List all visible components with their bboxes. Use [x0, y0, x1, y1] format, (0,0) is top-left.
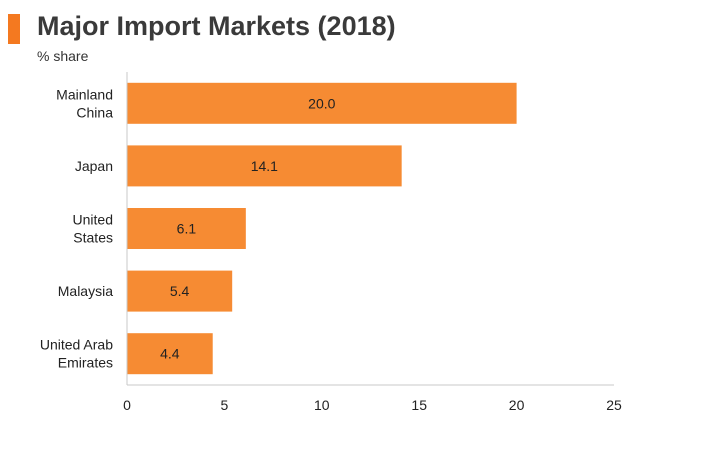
category-label-2: United States — [73, 212, 113, 246]
chart-subtitle: % share — [37, 48, 89, 64]
title-accent-bar — [8, 14, 20, 44]
category-label-1: Japan — [75, 158, 113, 174]
category-label-4: United Arab Emirates — [40, 337, 113, 371]
category-label-3-line-0: Malaysia — [58, 283, 113, 299]
x-tick-label-3: 15 — [411, 397, 427, 413]
bar-3 — [127, 270, 233, 312]
category-label-0-line-1: China — [76, 104, 113, 120]
category-label-4-line-1: Emirates — [58, 355, 113, 371]
x-tick-label-1: 5 — [221, 397, 229, 413]
category-label-4-line-0: United Arab — [40, 337, 113, 353]
value-labels-group: 20.0 14.1 6.1 5.4 4.4 — [160, 95, 336, 361]
value-label-0: 20.0 — [308, 95, 335, 111]
category-label-2-line-0: United — [73, 212, 113, 228]
value-label-2: 6.1 — [177, 221, 197, 237]
category-label-0-line-0: Mainland — [56, 86, 113, 102]
value-label-3: 5.4 — [170, 283, 190, 299]
bar-2 — [127, 208, 246, 249]
x-tick-label-4: 20 — [509, 397, 525, 413]
category-labels-group: Mainland China Japan United States Malaysia Un… — [40, 86, 113, 370]
category-label-2-line-1: States — [73, 230, 113, 246]
bars-group — [127, 82, 517, 375]
bar-1 — [127, 145, 402, 187]
x-tick-labels-group: 0 5 10 15 20 25 — [123, 397, 622, 413]
category-label-1-line-0: Japan — [75, 158, 113, 174]
value-label-1: 14.1 — [251, 158, 278, 174]
category-label-0: Mainland China — [56, 86, 113, 120]
chart-title: Major Import Markets (2018) — [37, 11, 396, 41]
x-tick-label-0: 0 — [123, 397, 131, 413]
x-tick-label-2: 10 — [314, 397, 330, 413]
value-label-4: 4.4 — [160, 346, 180, 362]
bar-4 — [127, 333, 213, 375]
category-label-3: Malaysia — [58, 283, 113, 299]
x-tick-label-5: 25 — [606, 397, 622, 413]
bar-0 — [127, 82, 517, 124]
